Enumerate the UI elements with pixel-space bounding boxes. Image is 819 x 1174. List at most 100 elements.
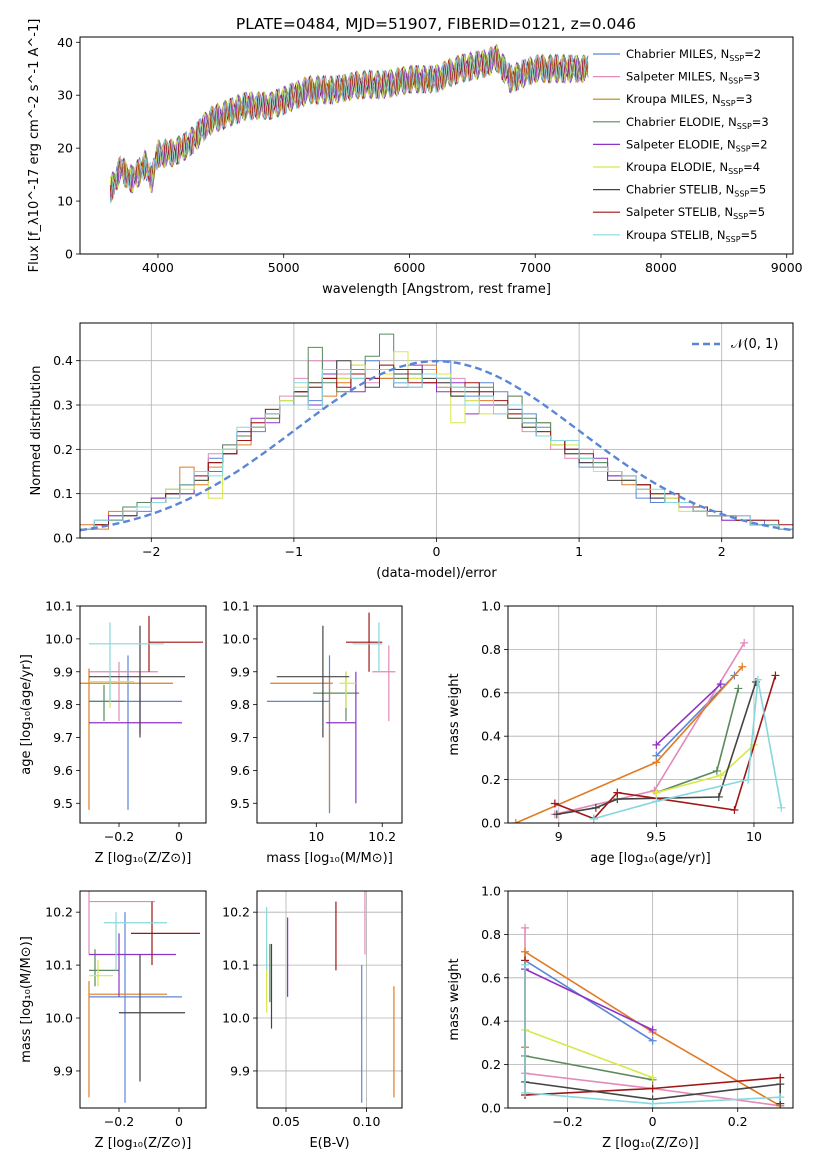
spectrum-xtick-label: 8000	[645, 260, 677, 275]
weight_vs_Z-plot-area	[521, 923, 785, 1108]
weight_vs_age-xlabel: age [log₁₀(age/yr)]	[590, 851, 711, 866]
residuals-ylabel: Normed distribution	[29, 366, 44, 496]
spectrum-line-salpeter-stelib	[109, 46, 589, 200]
residuals-ytick-label: 0.3	[53, 398, 73, 413]
weight-marker	[652, 758, 661, 767]
legend-label: Chabrier STELIB, NSSP=5	[626, 183, 766, 199]
age_vs_mass-ytick-label: 9.5	[230, 796, 250, 811]
spectrum-line-kroupa-elodie	[109, 44, 589, 194]
age_vs_mass-frame	[256, 605, 403, 824]
age_vs_Z-xtick-label: 0	[175, 829, 183, 844]
weight-marker	[652, 797, 661, 806]
age_vs_Z-ytick-label: 10.0	[45, 631, 73, 646]
spectrum-ytick-label: 10	[57, 194, 73, 209]
age_vs_mass-panel: 10 10.2 9.5 9.6 9.7 9.8 9.9 10.0 10.1 mass [log₁₀…	[222, 599, 403, 866]
weight-line	[524, 964, 781, 1105]
weight-marker	[716, 771, 725, 780]
weight-marker	[613, 788, 622, 797]
weight-marker	[648, 1073, 657, 1082]
weight_vs_Z-xtick-label: 0.2	[728, 1114, 748, 1129]
weight-marker	[712, 766, 721, 775]
mass_vs_Z-xtick-label: 0	[175, 1114, 183, 1129]
weight_vs_age-ytick-label: 1.0	[481, 599, 501, 614]
weight_vs_Z-panel: −0.2 0 0.2 0.0 0.2 0.4 0.6 0.8 1.0 Z [log₁₀(Z/Z⊙)…	[447, 884, 794, 1151]
weight-marker	[777, 803, 786, 812]
residuals-xtick-label: 1	[575, 544, 583, 559]
mass_vs_ebv-xtick-label: 0.10	[353, 1114, 381, 1129]
residuals-xlabel: (data-model)/error	[376, 566, 497, 581]
weight_vs_Z-frame	[507, 890, 794, 1109]
age_vs_Z-panel: −0.2 0 9.5 9.6 9.7 9.8 9.9 10.0 10.1 Z [log₁₀(Z/Z…	[19, 599, 207, 866]
mass_vs_Z-frame	[79, 890, 207, 1109]
weight_vs_age-ytick-label: 0.6	[481, 685, 501, 700]
weight-marker	[511, 819, 520, 823]
mass_vs_ebv-plot-area	[266, 891, 395, 1103]
mass_vs_ebv-ytick-label: 10.2	[222, 905, 250, 920]
residuals-panel: −2 −1 0 1 2 0.0 0.1 0.2 0.3 0.4 (data-model)/error…	[29, 322, 794, 581]
weight-marker	[776, 1093, 785, 1102]
residuals-frame	[79, 322, 794, 539]
age_vs_mass-ytick-label: 9.6	[230, 763, 250, 778]
weight_vs_Z-ytick-label: 0.8	[481, 927, 501, 942]
gaussian-legend-label: 𝒩(0, 1)	[731, 337, 778, 352]
weight_vs_age-ytick-label: 0.8	[481, 642, 501, 657]
legend-label: Salpeter MILES, NSSP=3	[626, 70, 760, 86]
age_vs_Z-ytick-label: 9.6	[53, 763, 73, 778]
weight-marker	[521, 923, 530, 932]
spectrum-plot-area	[109, 44, 589, 205]
mass_vs_Z-panel: −0.2 0 9.9 10.0 10.1 10.2 Z [log₁₀(Z/Z⊙)] mass …	[19, 890, 207, 1151]
age_vs_Z-ytick-label: 9.8	[53, 697, 73, 712]
age_vs_Z-frame	[79, 605, 207, 824]
mass_vs_Z-xtick-label: −0.2	[104, 1114, 134, 1129]
age_vs_mass-plot-area	[266, 612, 396, 814]
weight_vs_age-xtick-label: 9	[555, 829, 563, 844]
weight-marker	[648, 1084, 657, 1093]
gaussian-curve	[80, 359, 793, 532]
residuals-xtick-label: −1	[285, 544, 303, 559]
mass_vs_Z-ylabel: mass [log₁₀(M/M⊙)]	[19, 936, 34, 1063]
legend-label: Salpeter STELIB, NSSP=5	[626, 205, 765, 221]
mass_vs_Z-ytick-label: 10.2	[45, 905, 73, 920]
weight_vs_Z-ytick-label: 0.2	[481, 1057, 501, 1072]
residuals-ytick-label: 0.2	[53, 442, 73, 457]
weight-line	[554, 642, 745, 816]
weight_vs_Z-xtick-label: 0	[649, 1114, 657, 1129]
weight_vs_age-xtick-label: 9.5	[646, 829, 666, 844]
mass_vs_Z-xlabel: Z [log₁₀(Z/Z⊙)]	[95, 1136, 192, 1151]
weight_vs_Z-xtick-label: −0.2	[552, 1114, 582, 1129]
spectrum-ytick-label: 0	[65, 247, 73, 262]
weight-marker	[648, 1025, 657, 1034]
mass_vs_ebv-panel: 0.05 0.10 9.9 10.0 10.1 10.2 E(B-V)	[222, 890, 403, 1151]
residuals-xtick-label: 0	[433, 544, 441, 559]
age_vs_mass-ytick-label: 9.7	[230, 730, 250, 745]
spectrum-frame	[79, 36, 794, 255]
spectrum-line-salpeter-elodie	[109, 48, 589, 199]
legend-label: Kroupa ELODIE, NSSP=4	[626, 160, 760, 176]
age_vs_Z-ytick-label: 9.9	[53, 664, 73, 679]
weight-marker	[521, 960, 530, 969]
spectrum-xtick-label: 4000	[142, 260, 174, 275]
mass_vs_ebv-ytick-label: 10.1	[222, 958, 250, 973]
weight-marker	[521, 1088, 530, 1097]
weight-line	[524, 968, 653, 1031]
legend-label: Kroupa STELIB, NSSP=5	[626, 228, 757, 244]
weight_vs_Z-ylabel: mass weight	[447, 958, 462, 1040]
mass_vs_Z-ytick-label: 9.9	[53, 1063, 73, 1078]
spectrum-ytick-label: 20	[57, 141, 73, 156]
residuals-xtick-label: −2	[142, 544, 160, 559]
age_vs_mass-ytick-label: 10.0	[222, 631, 250, 646]
weight-marker	[589, 814, 598, 823]
weight_vs_age-plot-area	[511, 638, 786, 823]
weight-marker	[652, 740, 661, 749]
weight_vs_Z-xlabel: Z [log₁₀(Z/Z⊙)]	[602, 1136, 699, 1151]
age_vs_Z-ytick-label: 10.1	[45, 599, 73, 614]
age_vs_Z-plot-area	[80, 615, 203, 810]
weight_vs_Z-ytick-label: 0.4	[481, 1014, 501, 1029]
age_vs_Z-xlabel: Z [log₁₀(Z/Z⊙)]	[95, 851, 192, 866]
mass_vs_ebv-ytick-label: 9.9	[230, 1063, 250, 1078]
age_vs_mass-ytick-label: 10.1	[222, 599, 250, 614]
age_vs_Z-ytick-label: 9.7	[53, 730, 73, 745]
spectrum-xtick-label: 9000	[771, 260, 803, 275]
mass_vs_ebv-ytick-label: 10.0	[222, 1011, 250, 1026]
